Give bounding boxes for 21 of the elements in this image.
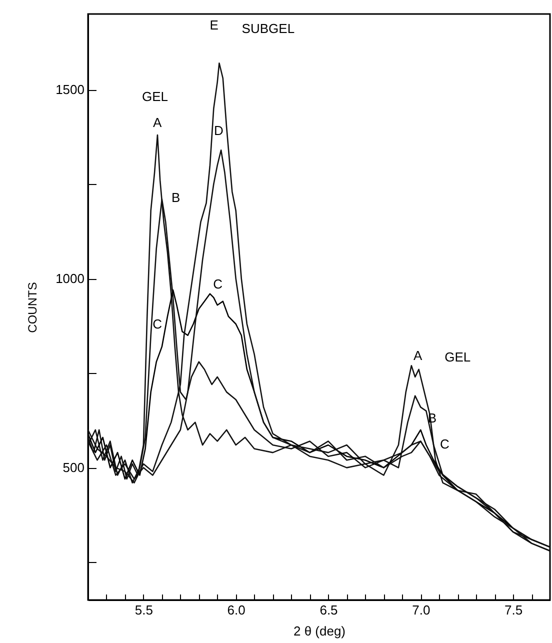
- annotation: C: [152, 316, 162, 332]
- annotation: B: [171, 190, 180, 206]
- annotation: SUBGEL: [242, 21, 295, 36]
- annotation: D: [214, 123, 224, 138]
- x-tick-label: 6.5: [320, 602, 338, 618]
- annotation: GEL: [142, 89, 168, 104]
- y-tick-label: 500: [62, 460, 84, 476]
- x-tick-label: 7.5: [504, 602, 523, 618]
- x-tick-label: 6.0: [227, 602, 246, 618]
- annotation: C: [440, 436, 450, 452]
- x-axis-title: 2 θ (deg): [293, 624, 346, 638]
- y-tick-label: 1000: [56, 271, 84, 286]
- annotation: A: [152, 114, 162, 130]
- x-tick-label: 5.5: [134, 602, 153, 618]
- x-tick-label: 7.0: [412, 602, 430, 618]
- y-tick-label: 1500: [56, 82, 84, 98]
- annotation: C: [213, 276, 223, 292]
- annotation: A: [414, 348, 423, 364]
- y-axis-title: COUNTS: [26, 282, 40, 333]
- annotation: GEL: [444, 349, 471, 364]
- annotation: E: [210, 18, 219, 33]
